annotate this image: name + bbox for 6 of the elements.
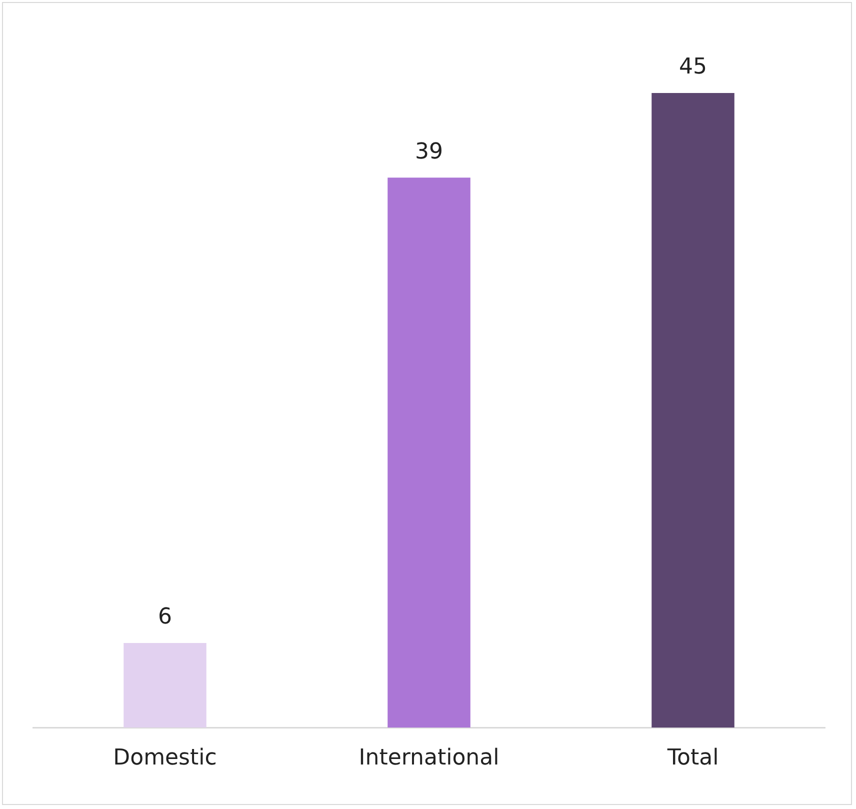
data-label: 6 (158, 604, 172, 630)
data-label: 39 (415, 139, 443, 164)
x-tick-label: Domestic (113, 746, 217, 771)
x-tick-label: Total (666, 746, 719, 771)
x-tick-label: International (358, 746, 500, 771)
data-label: 45 (679, 54, 707, 80)
